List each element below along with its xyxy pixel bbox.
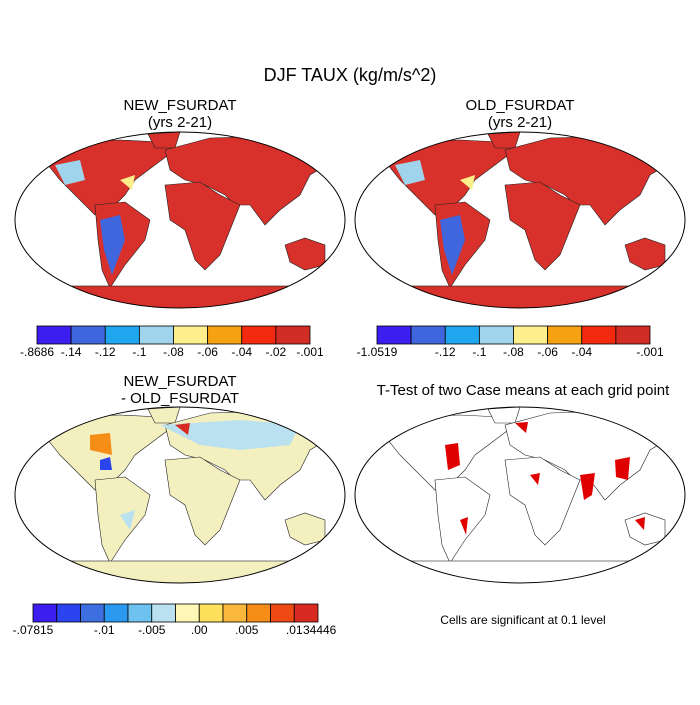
colorbar-box bbox=[222, 603, 248, 623]
colorbar-label: -.04 bbox=[571, 345, 592, 359]
colorbar-box bbox=[32, 603, 58, 623]
panel-subtitle: (yrs 2-21) bbox=[488, 114, 552, 131]
map bbox=[354, 131, 686, 309]
panel-title: NEW_FSURDAT bbox=[123, 97, 236, 114]
colorbar-label: -.001 bbox=[296, 345, 324, 359]
colorbar-label: -.12 bbox=[95, 345, 116, 359]
colorbar-box bbox=[80, 603, 105, 623]
colorbar-box bbox=[376, 325, 412, 345]
colorbar-box bbox=[138, 325, 174, 345]
colorbar-label: -.14 bbox=[61, 345, 82, 359]
colorbar-label: -.02 bbox=[266, 345, 287, 359]
colorbar-label: -.07815 bbox=[13, 623, 54, 637]
panel-subtitle: - OLD_FSURDAT bbox=[121, 390, 239, 407]
colorbar-box bbox=[270, 603, 295, 623]
colorbar-box bbox=[478, 325, 514, 345]
colorbar-box bbox=[173, 325, 209, 345]
colorbar-box bbox=[56, 603, 81, 623]
colorbar-box bbox=[293, 603, 319, 623]
colorbar-label: .005 bbox=[235, 623, 259, 637]
colorbar-label: -.001 bbox=[636, 345, 664, 359]
colorbar-label: .34446 bbox=[300, 623, 337, 637]
colorbar-label: -.005 bbox=[138, 623, 166, 637]
colorbar-box bbox=[198, 603, 224, 623]
colorbar-label: -.1 bbox=[132, 345, 146, 359]
colorbar-box bbox=[241, 325, 277, 345]
colorbar-box bbox=[275, 325, 311, 345]
panel-title: T-Test of two Case means at each grid po… bbox=[377, 382, 670, 399]
colorbar-box bbox=[207, 325, 243, 345]
colorbar-box bbox=[70, 325, 106, 345]
colorbar-label: -.1 bbox=[472, 345, 486, 359]
colorbar-label: -.04 bbox=[231, 345, 252, 359]
colorbar-box bbox=[127, 603, 153, 623]
colorbar-label: .01 bbox=[286, 623, 303, 637]
colorbar-box bbox=[246, 603, 271, 623]
colorbar-label: -.06 bbox=[537, 345, 558, 359]
colorbar-box bbox=[151, 603, 176, 623]
map bbox=[354, 406, 686, 584]
colorbar-label: -.06 bbox=[197, 345, 218, 359]
colorbar-label: -1.0519 bbox=[357, 345, 398, 359]
colorbar-label: -.08 bbox=[163, 345, 184, 359]
note: Cells are significant at 0.1 level bbox=[440, 613, 605, 627]
panel-title: OLD_FSURDAT bbox=[466, 97, 575, 114]
colorbar-box bbox=[615, 325, 651, 345]
colorbar-box bbox=[547, 325, 583, 345]
colorbar-box bbox=[103, 603, 129, 623]
map bbox=[14, 131, 346, 309]
colorbar-box bbox=[104, 325, 140, 345]
map bbox=[14, 406, 346, 584]
colorbar-label: .00 bbox=[191, 623, 208, 637]
colorbar-label: -.01 bbox=[94, 623, 115, 637]
colorbar-label: -.8686 bbox=[20, 345, 54, 359]
figure-title: DJF TAUX (kg/m/s^2) bbox=[264, 65, 437, 85]
colorbar-label: -.12 bbox=[435, 345, 456, 359]
colorbar-box bbox=[581, 325, 617, 345]
panel-title: NEW_FSURDAT bbox=[123, 373, 236, 390]
colorbar-box bbox=[36, 325, 72, 345]
colorbars: -.8686 -.14 -.12 -.1 -.08 -.06 -.04 -.02 -.001 -1… bbox=[13, 325, 664, 637]
panel-subtitle: (yrs 2-21) bbox=[148, 114, 212, 131]
colorbar-box bbox=[175, 603, 200, 623]
colorbar-box bbox=[513, 325, 549, 345]
colorbar-label: -.08 bbox=[503, 345, 524, 359]
colorbar-box bbox=[444, 325, 480, 345]
colorbar-box bbox=[410, 325, 446, 345]
